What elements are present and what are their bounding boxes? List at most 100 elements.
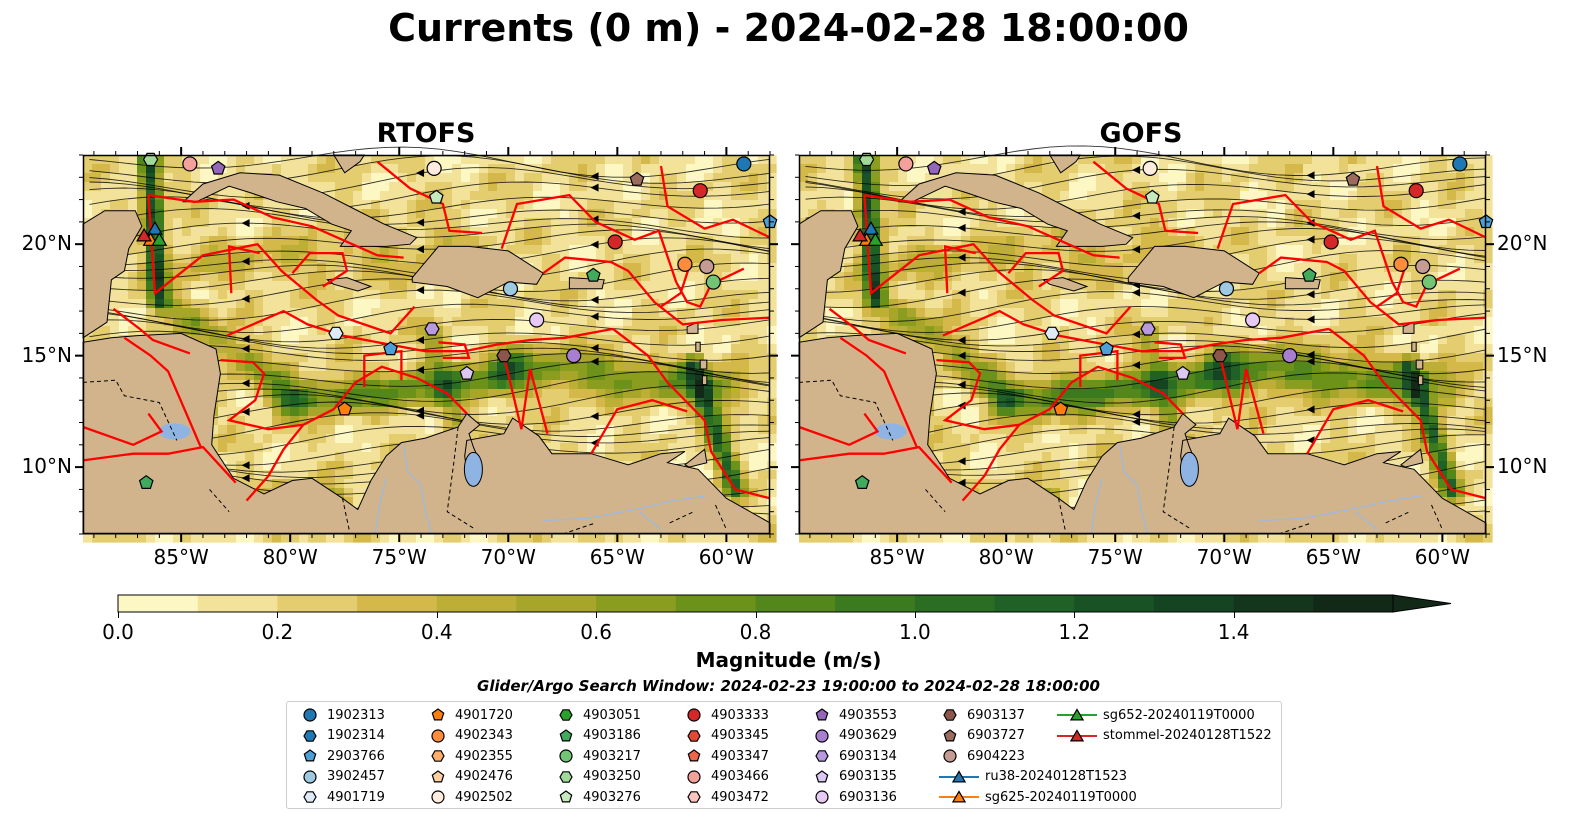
legend-marker-icon (943, 709, 957, 721)
legend-item: 4903466 (683, 767, 769, 787)
legend-marker (559, 728, 573, 741)
landmass (1415, 359, 1424, 370)
colorbar-tick-mark (755, 612, 757, 618)
legend-marker-icon (303, 729, 317, 742)
legend-label: 4903250 (583, 769, 641, 784)
legend: 1902313 1902314 2903766 3902457 4901719 49017… (286, 701, 1282, 809)
eez-line (1376, 266, 1407, 308)
stream-arrow (1132, 361, 1141, 370)
stream-arrow (1306, 235, 1315, 244)
landmass (325, 277, 373, 292)
eez-line (864, 193, 1120, 259)
map-gofs-content (791, 145, 1494, 543)
country-border (715, 504, 727, 530)
float-4903553-marker (926, 160, 942, 175)
landmass (1399, 448, 1424, 468)
country-border (1431, 504, 1443, 530)
legend-label: 3902457 (327, 769, 385, 784)
streamline (89, 208, 771, 239)
stream-arrow (957, 223, 966, 232)
lon-tick-label-rtofs: 70°W (480, 545, 536, 569)
legend-marker-icon (687, 749, 701, 762)
landmass (1411, 341, 1417, 352)
colorbar-tick-label: 0.4 (420, 620, 453, 644)
legend-marker (559, 770, 573, 783)
legend-marker (431, 790, 445, 804)
eez-line (839, 336, 918, 448)
float-4901720-marker (337, 401, 353, 416)
eez-boundaries (798, 160, 1487, 502)
stream-arrow (1132, 288, 1141, 297)
streamline (805, 291, 1487, 322)
legend-item: 6903135 (811, 767, 897, 787)
stream-arrow (241, 461, 250, 470)
streamline (805, 262, 1487, 292)
float-4903466-marker (182, 156, 198, 172)
legend-label: sg652-20240119T0000 (1103, 707, 1255, 723)
eez-line (936, 358, 1051, 431)
stream-arrow (416, 365, 425, 374)
colorbar-tick-label: 1.2 (1058, 620, 1091, 644)
legend-item: 4903051 (555, 705, 641, 725)
stream-arrow (416, 245, 425, 254)
landmass (683, 448, 708, 468)
stream-arrow (590, 412, 599, 421)
colorbar-segment (118, 595, 199, 612)
float-6903134-marker (1140, 322, 1156, 336)
float-4903276-marker (428, 189, 444, 204)
colorbar-tick-label: 0.8 (739, 620, 772, 644)
float-4902343-marker (1393, 256, 1409, 272)
legend-marker (303, 749, 317, 762)
map-panel-rtofs[interactable] (75, 146, 778, 543)
panel-title-rtofs: RTOFS (376, 118, 476, 149)
stream-arrow (590, 344, 599, 353)
colorbar-segment (1233, 595, 1314, 612)
legend-label: 4903186 (583, 728, 641, 743)
river (1354, 511, 1378, 531)
map-frame (798, 154, 1487, 535)
float-4903629-marker (566, 348, 582, 364)
lat-tick-label-right: 15°N (1497, 342, 1548, 367)
legend-item: 4903553 (811, 705, 897, 725)
landmass (568, 277, 605, 290)
stream-arrow (1132, 245, 1141, 254)
streamline (89, 222, 771, 250)
glider-sg652-20240119T0000-marker (151, 232, 168, 246)
legend-marker-icon (431, 769, 445, 782)
country-border (1058, 498, 1066, 530)
legend-marker-icon (815, 728, 829, 743)
legend-marker (815, 769, 829, 782)
legend-marker (687, 749, 701, 762)
stream-arrow (241, 219, 250, 228)
map-panel-gofs[interactable] (791, 145, 1494, 543)
legend-marker (559, 749, 573, 763)
lon-tick-label-rtofs: 60°W (698, 545, 754, 569)
legend-item: 4903347 (683, 746, 769, 766)
legend-marker-icon (943, 728, 957, 741)
eez-line (1048, 365, 1184, 415)
stream-arrow (241, 334, 250, 343)
legend-label: 2903766 (327, 748, 385, 764)
float-6903136-marker (529, 312, 545, 328)
lon-tick-label-rtofs: 85°W (153, 545, 209, 569)
colorbar-segment (197, 595, 278, 612)
legend-marker-icon (559, 770, 573, 783)
float-3902457-marker (502, 281, 519, 297)
legend-label: 4903466 (711, 769, 769, 784)
legend-item: 4903629 (811, 726, 897, 746)
float-4903629-marker (1282, 348, 1298, 364)
float-4903250-marker (858, 152, 875, 167)
legend-label: 6904223 (967, 748, 1025, 764)
river (1090, 478, 1103, 535)
landmass (1041, 277, 1089, 292)
colorbar-segment (596, 595, 677, 612)
eez-line (82, 445, 237, 484)
legend-marker-icon (815, 750, 829, 762)
river (1118, 444, 1149, 535)
float-4903276-marker (1144, 189, 1160, 204)
lat-tick-label-right: 10°N (1497, 454, 1548, 479)
streamline (805, 332, 1487, 363)
float-2903766-marker (383, 341, 398, 356)
legend-marker (303, 708, 317, 722)
country-border (446, 426, 476, 530)
